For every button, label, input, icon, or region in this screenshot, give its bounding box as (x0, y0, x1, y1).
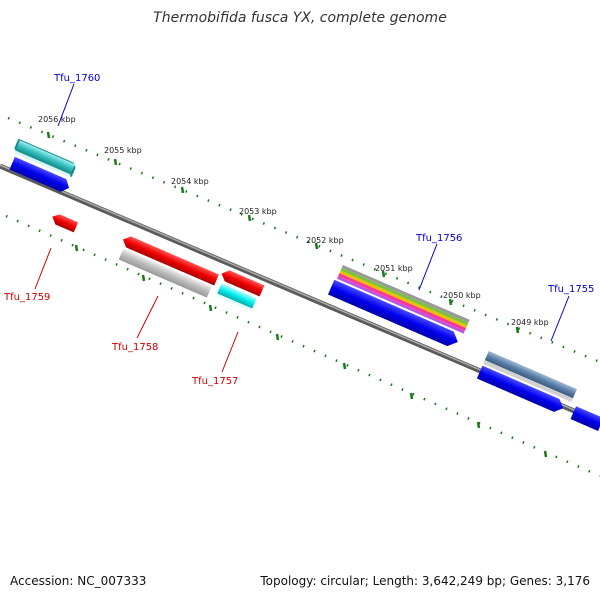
scale-label: 2053 kbp (239, 207, 277, 216)
gene-label-tfu-1758[interactable]: Tfu_1758 (111, 342, 158, 353)
gene-feature-tfu-1756-cds[interactable] (328, 279, 461, 349)
genome-summary: Topology: circular; Length: 3,642,249 bp… (260, 574, 590, 588)
scale-label: 2049 kbp (511, 318, 549, 327)
gene-feature-tfu-1757[interactable] (212, 268, 265, 312)
lower-tick-track (5, 214, 600, 478)
scale-label: 2054 kbp (171, 177, 209, 186)
accession-label: Accession: NC_007333 (10, 574, 147, 588)
scale-label: 2055 kbp (104, 146, 142, 155)
scale-label: 2050 kbp (443, 291, 481, 300)
label-leaders (34, 83, 570, 373)
gene-feature-tfu-1755-cds[interactable] (476, 365, 600, 431)
gene-feature-tfu-1758[interactable] (115, 234, 219, 298)
gene-feature-tfu-1760[interactable] (12, 138, 77, 178)
scale-label: 2056 kbp (38, 115, 76, 124)
gene-feature-tfu-1759[interactable] (50, 212, 79, 233)
page-title: Thermobifida fusca YX, complete genome (153, 10, 447, 26)
scale-label: 2051 kbp (375, 264, 413, 273)
gene-label-tfu-1755[interactable]: Tfu_1755 (547, 284, 594, 295)
upper-major-ticks (46, 131, 520, 334)
gene-label-tfu-1757[interactable]: Tfu_1757 (191, 376, 238, 387)
gene-label-tfu-1760[interactable]: Tfu_1760 (53, 73, 100, 84)
gene-label-tfu-1759[interactable]: Tfu_1759 (3, 292, 50, 303)
gene-label-tfu-1756[interactable]: Tfu_1756 (415, 233, 462, 244)
gene-feature-tfu-1755[interactable] (483, 350, 577, 402)
scale-label: 2052 kbp (306, 236, 344, 245)
gene-feature-tfu-1760-cds[interactable] (9, 156, 71, 194)
lower-major-ticks (74, 244, 548, 458)
gene-feature-tfu-1756[interactable] (337, 265, 470, 334)
